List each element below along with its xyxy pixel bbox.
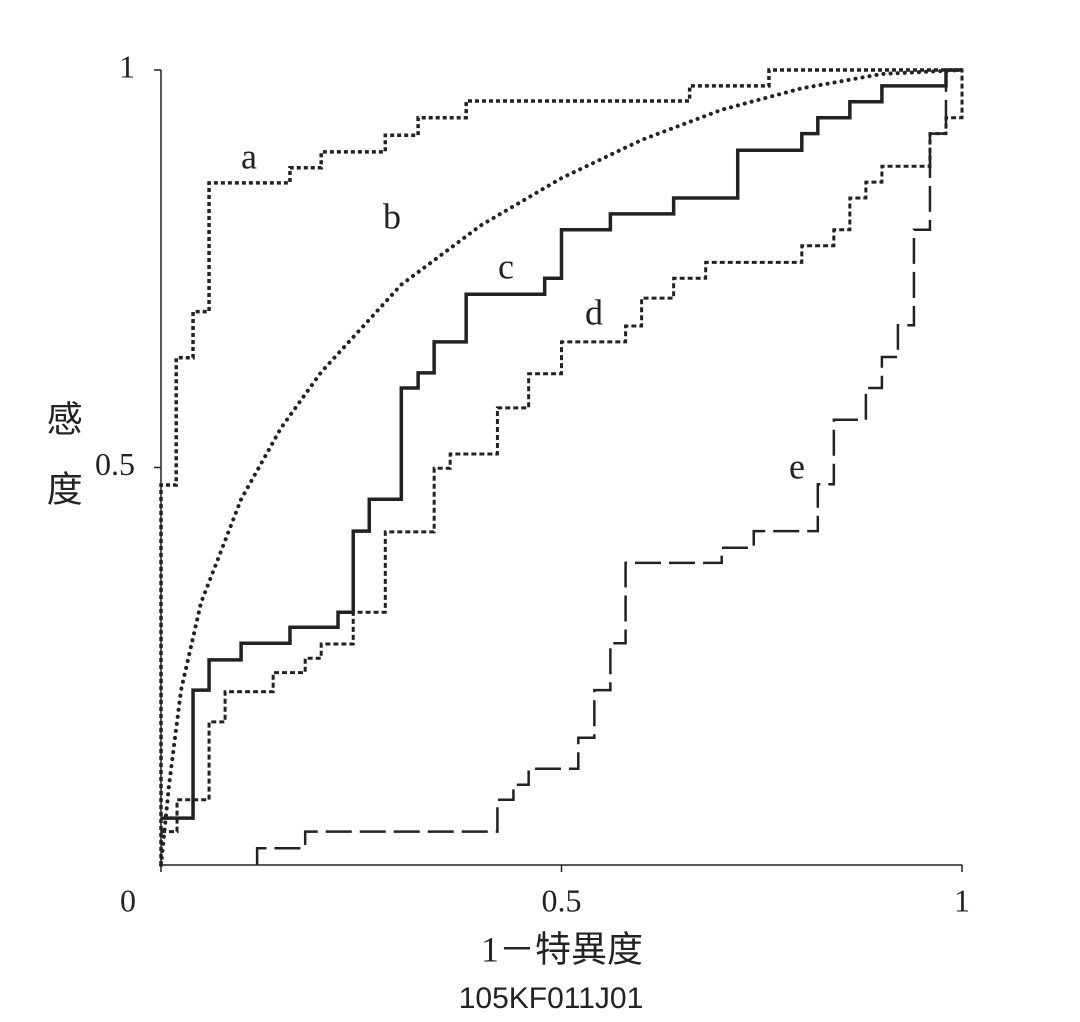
roc-curve [159,68,964,867]
y-axis-label: 感度 [42,400,82,540]
curve-label: c [498,246,514,286]
subtitle: 105KF011J01 [459,982,644,1015]
x-tick-label: 0.5 [542,882,582,918]
roc-curve [255,68,962,865]
y-tick-label: 1 [119,48,135,84]
x-axis-label: 1－特異度 [481,929,643,969]
roc-curve [161,70,964,834]
curve-label: d [585,292,603,332]
curve-label: a [241,136,257,176]
y-tick-label: 0.5 [95,446,135,482]
curve-label: b [383,196,401,236]
roc-curve [159,68,962,865]
x-tick-label: 1 [954,882,970,918]
curve-label: e [789,446,805,486]
x-tick-label: 0 [120,882,136,918]
roc-curve [161,68,962,820]
